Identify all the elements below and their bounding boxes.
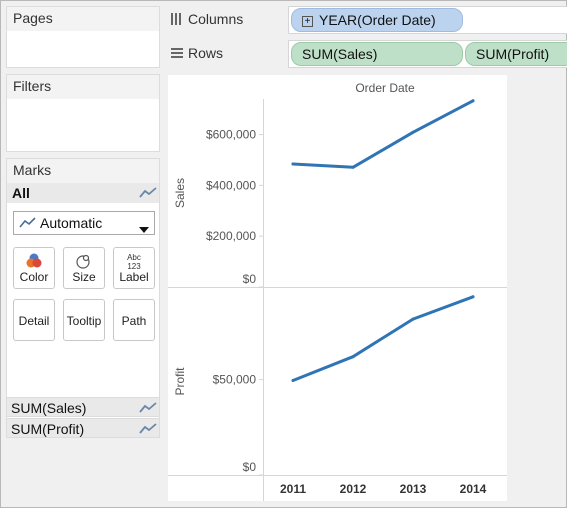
marks-card: Marks All Automatic Color [6, 158, 160, 438]
measure-profit-label: SUM(Profit) [11, 421, 85, 437]
y-tick-sales-0: $0 [243, 272, 257, 286]
size-icon [64, 252, 104, 270]
label-button[interactable]: Abc 123 Label [113, 247, 155, 289]
sum-sales-pill[interactable]: SUM(Sales) [291, 42, 463, 66]
data-point-sales-2011 [291, 162, 295, 166]
axis-title-sales: Sales [173, 178, 187, 208]
columns-drop-zone[interactable]: + YEAR(Order Date) [288, 6, 567, 34]
y-tick-sales-2: $400,000 [206, 178, 256, 192]
line-mark-icon [19, 217, 36, 232]
x-tick-2014: 2014 [460, 482, 487, 496]
detail-label: Detail [18, 314, 50, 328]
tooltip-button[interactable]: Tooltip [63, 299, 105, 341]
filters-card[interactable]: Filters [6, 74, 160, 152]
marks-measure-profit-tab[interactable]: SUM(Profit) [6, 418, 160, 438]
plus-box-icon[interactable]: + [302, 16, 313, 27]
x-tick-2013: 2013 [400, 482, 427, 496]
data-point-profit-2014 [471, 295, 475, 299]
rows-shelf-header: Rows [171, 45, 223, 61]
line-mark-icon [139, 186, 157, 202]
mark-type-dropdown[interactable]: Automatic [13, 211, 155, 235]
series-line-sales [291, 99, 475, 169]
rows-shelf-icon [171, 48, 183, 58]
size-button[interactable]: Size [63, 247, 105, 289]
sum-profit-pill[interactable]: SUM(Profit) [465, 42, 567, 66]
detail-button[interactable]: Detail [13, 299, 55, 341]
chart-view[interactable]: Order Date Sales $0 $200,000 $400,000 $600,00… [168, 75, 507, 501]
year-order-date-pill-label: YEAR(Order Date) [319, 12, 436, 28]
label-icon-123: 123 [127, 262, 141, 271]
label-icon-abc: Abc [127, 253, 141, 262]
y-tick-sales-1: $200,000 [206, 229, 256, 243]
line-chart[interactable]: Order Date Sales $0 $200,000 $400,000 $600,00… [168, 75, 507, 501]
tooltip-label: Tooltip [66, 314, 102, 328]
rows-shelf: Rows SUM(Sales) SUM(Profit) [166, 40, 567, 68]
columns-shelf-header: Columns [171, 11, 243, 27]
series-line-profit [291, 295, 475, 382]
mark-type-value: Automatic [40, 215, 103, 231]
line-mark-icon [139, 401, 157, 417]
color-label: Color [19, 270, 49, 284]
year-order-date-pill[interactable]: + YEAR(Order Date) [291, 8, 463, 32]
marks-all-tab[interactable]: All [7, 183, 159, 203]
data-point-sales-2013 [411, 130, 415, 134]
rows-drop-zone[interactable]: SUM(Sales) SUM(Profit) [288, 40, 567, 68]
line-mark-icon [139, 422, 157, 438]
data-point-sales-2012 [351, 165, 355, 169]
rows-shelf-label: Rows [188, 45, 224, 61]
color-icon [14, 252, 54, 270]
x-tick-2012: 2012 [340, 482, 367, 496]
data-point-profit-2013 [411, 317, 415, 321]
column-header-order-date: Order Date [355, 81, 415, 95]
columns-shelf-icon [171, 13, 181, 25]
sum-profit-pill-label: SUM(Profit) [476, 46, 550, 62]
measure-sales-label: SUM(Sales) [11, 400, 87, 416]
data-point-profit-2012 [351, 355, 355, 359]
filters-title: Filters [7, 75, 159, 99]
chevron-down-icon [139, 221, 149, 236]
x-tick-2011: 2011 [280, 482, 306, 496]
marks-measure-sales-tab[interactable]: SUM(Sales) [6, 397, 160, 417]
color-button[interactable]: Color [13, 247, 55, 289]
sum-sales-pill-label: SUM(Sales) [302, 46, 378, 62]
text-label-icon: Abc 123 [114, 252, 154, 271]
data-point-sales-2014 [471, 99, 475, 103]
y-tick-sales-3: $600,000 [206, 128, 256, 142]
size-label: Size [72, 270, 96, 284]
pages-card[interactable]: Pages [6, 6, 160, 68]
marks-all-label: All [12, 185, 30, 201]
data-point-profit-2011 [291, 379, 295, 382]
path-button[interactable]: Path [113, 299, 155, 341]
marks-title: Marks [7, 159, 159, 183]
y-tick-profit-0: $0 [243, 460, 257, 474]
y-tick-profit-1: $50,000 [213, 373, 257, 387]
pages-title: Pages [7, 7, 159, 31]
path-label: Path [121, 314, 147, 328]
columns-shelf: Columns + YEAR(Order Date) [166, 6, 567, 34]
axis-title-profit: Profit [173, 367, 187, 396]
label-label: Label [119, 270, 149, 284]
columns-shelf-label: Columns [188, 11, 244, 27]
